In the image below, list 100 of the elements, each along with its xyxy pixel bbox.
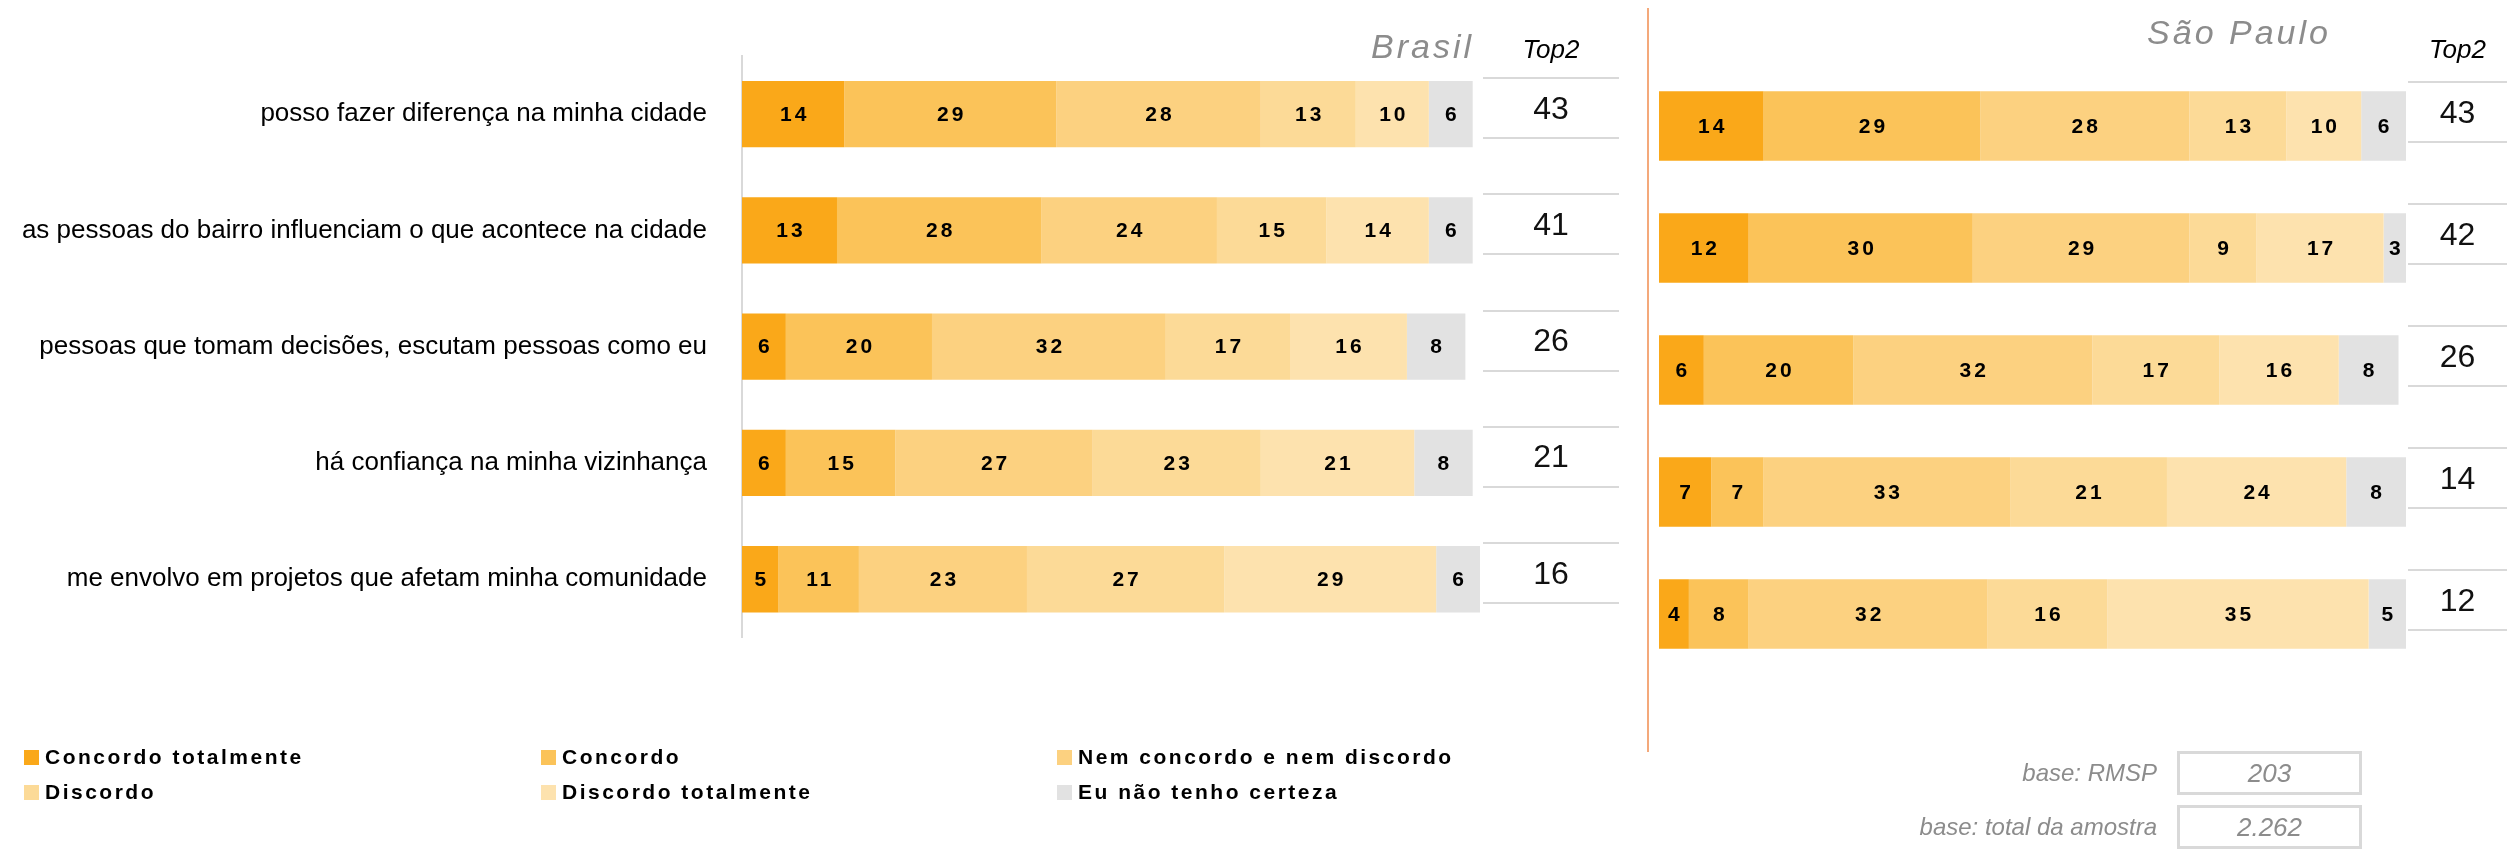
data-label: 7 xyxy=(1731,479,1747,503)
data-label: 30 xyxy=(1847,235,1877,259)
bar xyxy=(1165,313,1291,380)
bar xyxy=(1987,579,2108,649)
data-label: 28 xyxy=(1145,101,1175,125)
bar xyxy=(2092,335,2220,405)
data-label: 6 xyxy=(1452,567,1467,591)
bar xyxy=(785,429,896,497)
bar xyxy=(742,429,786,497)
text: Top2 xyxy=(1522,33,1580,65)
text: Top2 xyxy=(2429,33,2486,65)
data-label: 21 xyxy=(2075,479,2105,503)
text: base: RMSP xyxy=(2022,759,2157,786)
bar xyxy=(1659,91,1764,161)
bar xyxy=(1436,546,1480,613)
bar xyxy=(742,81,845,148)
data-label: 20 xyxy=(845,334,876,358)
bar xyxy=(1428,81,1473,148)
data-label: 6 xyxy=(2377,113,2393,137)
text: 2.262 xyxy=(2177,805,2362,849)
data-label: 16 xyxy=(1335,334,1365,358)
bar xyxy=(742,313,786,380)
bar xyxy=(1326,197,1429,264)
data-label: 9 xyxy=(2217,235,2232,259)
text: 16 xyxy=(1533,554,1569,592)
bar xyxy=(2189,91,2287,161)
chart-title: Brasil xyxy=(1370,27,1474,66)
data-label: 13 xyxy=(776,218,806,242)
data-label: 28 xyxy=(2071,113,2101,137)
legend-label: Discordo xyxy=(45,780,157,804)
data-label: 8 xyxy=(2362,357,2378,381)
data-label: 15 xyxy=(827,450,857,474)
bar xyxy=(2346,457,2406,527)
bar xyxy=(2107,579,2369,649)
data-label: 13 xyxy=(1295,101,1325,125)
bar xyxy=(742,546,779,613)
bar xyxy=(1260,429,1415,497)
data-label: 14 xyxy=(1364,218,1394,242)
bar xyxy=(1092,429,1261,497)
bar xyxy=(1290,313,1407,380)
data-label: 33 xyxy=(1873,479,1904,503)
bar xyxy=(785,313,932,380)
data-label: 29 xyxy=(1858,113,1889,137)
bar xyxy=(1659,213,1749,283)
data-label: 3 xyxy=(2388,235,2404,259)
data-label: 21 xyxy=(1324,450,1354,474)
legend-label: Concordo xyxy=(562,745,682,769)
data-label: 6 xyxy=(1444,218,1460,242)
bar xyxy=(1355,81,1429,148)
bar xyxy=(1414,429,1473,497)
data-label: 10 xyxy=(1379,101,1409,125)
legend-label: Discordo totalmente xyxy=(562,780,813,804)
y-tick-label: as pessoas do bairro influenciam o que acontece na cidade xyxy=(21,213,707,244)
data-label: 24 xyxy=(1116,218,1146,242)
bar xyxy=(1853,335,2093,405)
legend-label: Eu não tenho certeza xyxy=(1078,780,1340,804)
bar xyxy=(1972,213,2190,283)
bar xyxy=(1260,81,1356,148)
data-label: 29 xyxy=(2067,235,2098,259)
bar xyxy=(1659,579,1689,649)
data-label: 17 xyxy=(2142,357,2172,381)
text: 203 xyxy=(2177,751,2362,795)
data-label: 23 xyxy=(929,567,960,591)
text: 12 xyxy=(2439,581,2476,619)
bar xyxy=(2383,213,2406,283)
data-label: 32 xyxy=(1959,357,1989,381)
data-label: 5 xyxy=(2381,601,2397,625)
bar xyxy=(1763,457,2011,527)
bar xyxy=(778,546,859,613)
data-label: 8 xyxy=(1712,601,1728,625)
bar xyxy=(1748,213,1973,283)
data-label: 20 xyxy=(1765,357,1795,381)
data-label: 7 xyxy=(1679,479,1694,503)
text: 43 xyxy=(2439,93,2476,131)
data-label: 4 xyxy=(1668,601,1683,625)
data-label: 17 xyxy=(2306,235,2337,259)
bar xyxy=(836,197,1042,264)
text: 21 xyxy=(1533,438,1569,476)
y-tick-label: pessoas que tomam decisões, escutam pessoas como eu xyxy=(39,329,707,360)
data-label: 14 xyxy=(1698,113,1728,137)
bar xyxy=(1659,457,1712,527)
chart-title: São Paulo xyxy=(2147,13,2331,52)
bar xyxy=(931,313,1166,380)
bar xyxy=(1703,335,1854,405)
bar xyxy=(1659,335,1704,405)
data-label: 13 xyxy=(2224,113,2255,137)
data-label: 6 xyxy=(1444,101,1460,125)
text: 43 xyxy=(1533,89,1569,127)
data-label: 8 xyxy=(1430,334,1445,358)
data-label: 29 xyxy=(1317,567,1347,591)
bar xyxy=(1041,197,1217,264)
bar xyxy=(2286,91,2362,161)
text: 42 xyxy=(2439,215,2476,253)
data-label: 27 xyxy=(1112,567,1142,591)
y-tick-label: posso fazer diferença na minha cidade xyxy=(260,97,707,128)
bar xyxy=(1688,579,1749,649)
bar xyxy=(2166,457,2347,527)
data-label: 28 xyxy=(926,218,956,242)
bar xyxy=(1748,579,1988,649)
text: 41 xyxy=(1533,205,1569,243)
